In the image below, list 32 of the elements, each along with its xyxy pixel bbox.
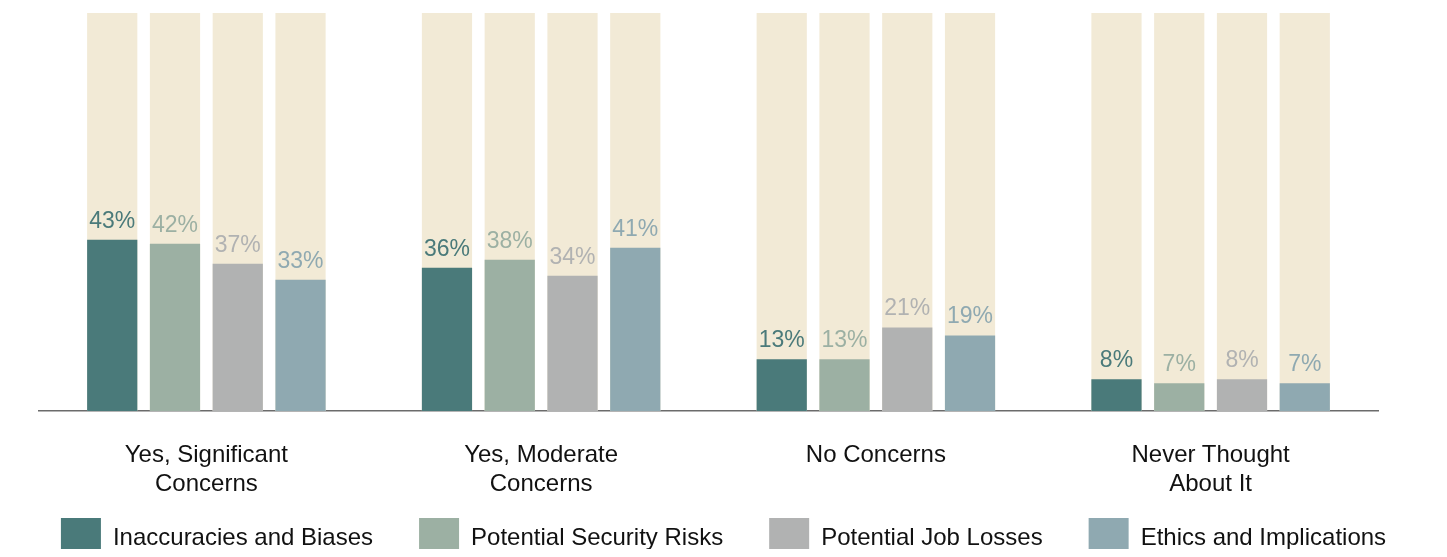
x-tick-label: Never Thought About It	[1131, 440, 1291, 496]
data-label: 37%	[214, 230, 261, 257]
x-tick-label: Yes, Significant Concerns	[124, 440, 289, 496]
bar	[1154, 383, 1205, 411]
data-label: 33%	[277, 246, 324, 273]
x-tick-label: Yes, Moderate Concerns	[464, 440, 619, 496]
data-label: 8%	[1225, 346, 1259, 372]
bar	[1216, 379, 1268, 411]
data-label: 21%	[884, 294, 931, 321]
bar	[882, 327, 933, 411]
data-label: 7%	[1288, 349, 1322, 376]
bar	[944, 335, 996, 411]
data-label: 42%	[151, 210, 199, 237]
bar	[819, 359, 870, 411]
data-label: 13%	[758, 326, 805, 353]
legend-label: Ethics and Implications	[1140, 522, 1387, 550]
data-label: 36%	[423, 234, 470, 261]
data-label: 41%	[612, 214, 659, 241]
data-label: 19%	[947, 302, 994, 329]
bar	[756, 359, 807, 411]
data-label: 8%	[1099, 346, 1134, 372]
legend-label: Potential Job Losses	[821, 522, 1043, 550]
data-label: 13%	[821, 326, 868, 353]
data-label: 7%	[1162, 349, 1196, 376]
data-label: 38%	[486, 226, 533, 253]
bar	[1279, 383, 1330, 411]
legend-label: Potential Security Risks	[471, 522, 724, 550]
legend-label: Inaccuracies and Biases	[112, 522, 374, 550]
data-label: 43%	[89, 206, 136, 233]
x-tick-label: No Concerns	[805, 440, 946, 468]
data-label: 34%	[549, 242, 596, 269]
bar	[1091, 379, 1142, 411]
